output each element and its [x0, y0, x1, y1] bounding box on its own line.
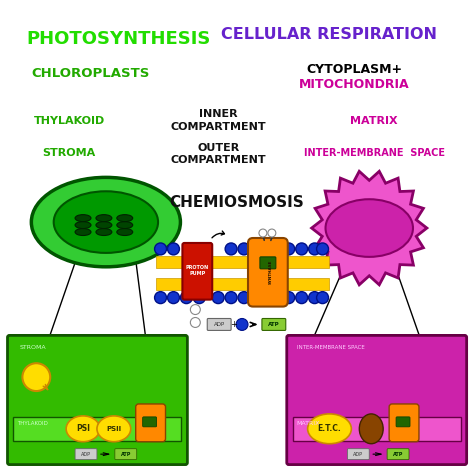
Ellipse shape	[308, 414, 351, 444]
Bar	[293, 417, 461, 441]
Text: CYTOPLASM+: CYTOPLASM+	[306, 63, 402, 75]
FancyBboxPatch shape	[387, 449, 409, 460]
Text: INNER: INNER	[199, 109, 237, 119]
Circle shape	[167, 292, 180, 303]
Text: OUTER: OUTER	[197, 143, 239, 153]
Text: PROTON
PUMP: PROTON PUMP	[186, 265, 209, 276]
Circle shape	[259, 229, 267, 237]
Text: ADP: ADP	[214, 322, 225, 327]
Circle shape	[191, 318, 201, 328]
FancyBboxPatch shape	[389, 404, 419, 442]
Circle shape	[309, 243, 320, 255]
Ellipse shape	[326, 199, 413, 257]
Ellipse shape	[96, 215, 112, 222]
Circle shape	[317, 292, 328, 303]
Ellipse shape	[359, 414, 383, 444]
Text: ADP: ADP	[353, 452, 363, 456]
Bar	[13, 417, 182, 441]
Text: SYNTHASE: SYNTHASE	[269, 260, 273, 284]
Text: +: +	[230, 320, 237, 329]
FancyBboxPatch shape	[115, 449, 137, 460]
FancyBboxPatch shape	[260, 257, 276, 269]
Text: THYLAKOID: THYLAKOID	[18, 421, 48, 426]
Text: ATP: ATP	[120, 452, 131, 456]
Circle shape	[155, 292, 166, 303]
Ellipse shape	[96, 228, 112, 236]
Circle shape	[309, 292, 320, 303]
Text: PHOTOSYNTHESIS: PHOTOSYNTHESIS	[27, 30, 211, 48]
FancyBboxPatch shape	[248, 238, 288, 307]
Circle shape	[193, 292, 205, 303]
Text: COMPARTMENT: COMPARTMENT	[170, 122, 266, 132]
FancyBboxPatch shape	[262, 319, 286, 330]
Text: ATP: ATP	[268, 322, 280, 327]
FancyBboxPatch shape	[287, 336, 466, 465]
FancyBboxPatch shape	[143, 417, 156, 427]
Circle shape	[212, 292, 224, 303]
FancyBboxPatch shape	[347, 449, 369, 460]
Circle shape	[155, 243, 166, 255]
Circle shape	[167, 243, 180, 255]
Circle shape	[22, 363, 50, 391]
Circle shape	[270, 292, 282, 303]
Circle shape	[317, 243, 328, 255]
Text: PSI: PSI	[76, 424, 90, 433]
Text: MATRIX: MATRIX	[350, 116, 398, 126]
Circle shape	[225, 292, 237, 303]
Circle shape	[191, 305, 201, 315]
Circle shape	[238, 292, 250, 303]
FancyBboxPatch shape	[8, 336, 187, 465]
Text: INTER-MEMBRANE  SPACE: INTER-MEMBRANE SPACE	[304, 147, 445, 157]
Circle shape	[238, 243, 250, 255]
Ellipse shape	[75, 215, 91, 222]
Circle shape	[181, 292, 192, 303]
Bar	[155, 256, 329, 268]
Ellipse shape	[97, 416, 131, 442]
Text: CELLULAR RESPIRATION: CELLULAR RESPIRATION	[221, 27, 438, 42]
FancyBboxPatch shape	[182, 243, 212, 300]
Polygon shape	[311, 171, 427, 285]
Text: PSII: PSII	[106, 426, 121, 432]
Ellipse shape	[117, 215, 133, 222]
FancyBboxPatch shape	[75, 449, 97, 460]
Text: INTER-MEMBRANE SPACE: INTER-MEMBRANE SPACE	[297, 345, 365, 350]
Text: ADP: ADP	[81, 452, 91, 456]
Circle shape	[283, 292, 295, 303]
Circle shape	[268, 229, 276, 237]
Circle shape	[251, 292, 263, 303]
Ellipse shape	[66, 416, 100, 442]
Text: THYLAKOID: THYLAKOID	[34, 116, 105, 126]
FancyBboxPatch shape	[136, 404, 165, 442]
Text: E.T.C.: E.T.C.	[318, 424, 341, 433]
Circle shape	[296, 243, 308, 255]
Text: ATP: ATP	[393, 452, 403, 456]
Text: STROMA: STROMA	[19, 345, 46, 350]
Bar	[155, 278, 329, 290]
Ellipse shape	[75, 222, 91, 228]
Text: MITOCHONDRIA: MITOCHONDRIA	[299, 78, 410, 91]
Ellipse shape	[31, 177, 181, 267]
Text: CHEMIOSMOSIS: CHEMIOSMOSIS	[170, 195, 304, 210]
Ellipse shape	[96, 222, 112, 228]
Ellipse shape	[117, 222, 133, 228]
Ellipse shape	[54, 191, 158, 253]
Circle shape	[296, 292, 308, 303]
Ellipse shape	[75, 228, 91, 236]
FancyBboxPatch shape	[207, 319, 231, 330]
FancyBboxPatch shape	[396, 417, 410, 427]
Text: MATRIX: MATRIX	[297, 421, 320, 426]
Text: CHLOROPLASTS: CHLOROPLASTS	[32, 66, 150, 80]
Circle shape	[236, 319, 248, 330]
Ellipse shape	[117, 228, 133, 236]
Text: COMPARTMENT: COMPARTMENT	[170, 155, 266, 165]
Circle shape	[283, 243, 295, 255]
Text: STROMA: STROMA	[43, 147, 96, 157]
Circle shape	[225, 243, 237, 255]
